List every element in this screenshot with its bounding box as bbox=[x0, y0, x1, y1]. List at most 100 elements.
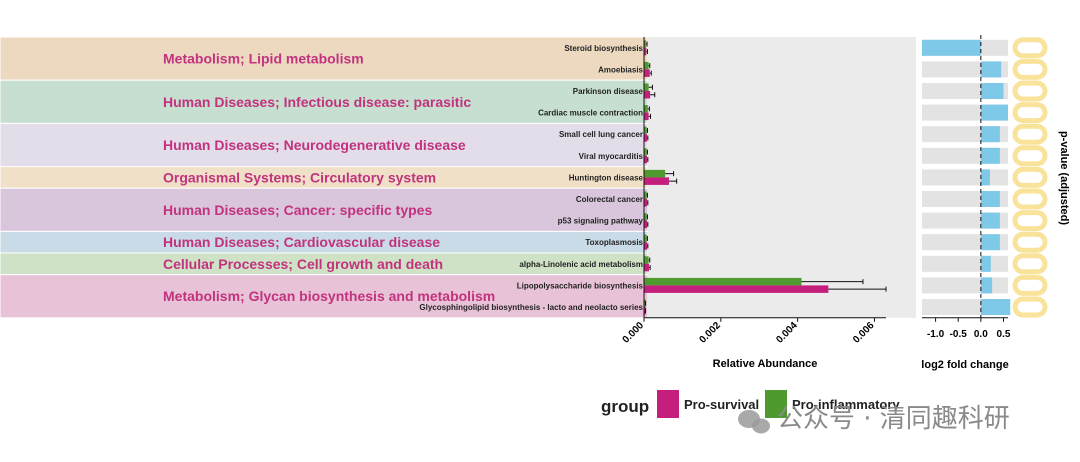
pathway-label: Amoebiasis bbox=[598, 65, 643, 74]
category-band bbox=[0, 36, 649, 81]
pvalue-panel: p-value (adjusted) bbox=[1012, 37, 1070, 318]
legend-swatch bbox=[765, 390, 787, 418]
category-band bbox=[0, 274, 649, 319]
pathway-label: Small cell lung cancer bbox=[559, 130, 643, 139]
pvalue-label: p-value (adjusted) bbox=[1058, 131, 1070, 225]
pathway-label: Glycosphingolipid biosynthesis - lacto a… bbox=[419, 303, 643, 312]
category-label: Human Diseases; Cancer: specific types bbox=[163, 202, 432, 218]
category-label: Organismal Systems; Circulatory system bbox=[163, 169, 436, 185]
fold-change-bar bbox=[980, 104, 1008, 121]
pathway-label: alpha-Linolenic acid metabolism bbox=[519, 260, 643, 269]
pathway-label: Toxoplasmosis bbox=[585, 238, 643, 247]
abundance-bar bbox=[644, 61, 649, 70]
abundance-bar bbox=[644, 134, 648, 142]
fold-change-bar bbox=[922, 39, 981, 56]
fold-change-bg bbox=[922, 277, 1008, 294]
legend-title: group bbox=[601, 397, 649, 416]
abundance-tick-label: 0.006 bbox=[851, 320, 877, 346]
abundance-background bbox=[648, 37, 916, 318]
abundance-bar bbox=[644, 112, 649, 121]
pvalue-marker bbox=[1012, 145, 1048, 167]
pvalue-marker bbox=[1012, 253, 1048, 275]
abundance-bar bbox=[644, 105, 648, 113]
fold-change-bar bbox=[980, 277, 993, 294]
pvalue-marker bbox=[1012, 37, 1048, 59]
fold-change-bar bbox=[980, 169, 990, 186]
pathway-label: Lipopolysaccharide biosynthesis bbox=[517, 281, 644, 290]
abundance-bar bbox=[644, 199, 648, 207]
legend-label: Pro-survival bbox=[684, 397, 759, 412]
fold-change-bg bbox=[922, 255, 1008, 272]
abundance-bar bbox=[644, 299, 646, 307]
pvalue-marker bbox=[1012, 274, 1048, 296]
category-label: Metabolism; Glycan biosynthesis and meta… bbox=[163, 288, 495, 304]
pvalue-marker bbox=[1012, 80, 1048, 102]
pvalue-marker bbox=[1012, 102, 1048, 124]
abundance-axis-title: Relative Abundance bbox=[713, 358, 818, 370]
abundance-bar bbox=[644, 220, 648, 229]
abundance-tick-label: 0.004 bbox=[774, 320, 800, 346]
category-label: Human Diseases; Cardiovascular disease bbox=[163, 234, 440, 250]
fold-change-bg bbox=[922, 169, 1008, 186]
fold-change-bar bbox=[980, 255, 991, 272]
fold-change-bar bbox=[980, 147, 1000, 164]
abundance-tick-label: 0.000 bbox=[621, 320, 647, 346]
wechat-bubble bbox=[752, 418, 770, 434]
fold-change-bar bbox=[980, 83, 1004, 99]
abundance-bar bbox=[644, 83, 649, 91]
abundance-bar bbox=[644, 256, 649, 264]
abundance-bar bbox=[644, 277, 802, 286]
abundance-bar bbox=[644, 285, 829, 293]
abundance-bar bbox=[644, 191, 647, 199]
category-band bbox=[0, 79, 649, 124]
abundance-bar bbox=[644, 213, 647, 221]
category-label: Human Diseases; Infectious disease: para… bbox=[163, 94, 471, 110]
category-label: Human Diseases; Neurodegenerative diseas… bbox=[163, 137, 466, 153]
fold-change-axis-title: log2 fold change bbox=[921, 359, 1008, 371]
wechat-icon bbox=[738, 410, 770, 434]
abundance-bar bbox=[644, 263, 649, 272]
abundance-bar bbox=[644, 47, 647, 56]
fold-change-bar bbox=[980, 126, 1000, 143]
fold-change-bar bbox=[980, 234, 1000, 251]
pathway-label: Cardiac muscle contraction bbox=[538, 109, 643, 118]
abundance-bar bbox=[644, 169, 666, 178]
pathway-label: Viral myocarditis bbox=[579, 152, 644, 161]
pathway-label: Colorectal cancer bbox=[576, 195, 643, 204]
fold-change-panel: -1.0 -0.5 0.0 0.5 log2 fold change bbox=[921, 35, 1011, 371]
fold-change-tick-label: -1.0 bbox=[927, 329, 945, 340]
abundance-tick-label: 0.002 bbox=[697, 320, 723, 346]
legend: group Pro-survival Pro-inflammatory bbox=[601, 390, 900, 418]
pathway-label: p53 signaling pathway bbox=[558, 217, 644, 226]
legend-swatch bbox=[657, 390, 679, 418]
legend-label: Pro-inflammatory bbox=[792, 397, 900, 412]
category-label: Metabolism; Lipid metabolism bbox=[163, 51, 364, 67]
abundance-bar bbox=[644, 307, 646, 315]
pvalue-marker bbox=[1012, 210, 1048, 232]
watermark: 公众号 · 清同趣科研 bbox=[738, 404, 1010, 434]
category-label: Cellular Processes; Cell growth and deat… bbox=[163, 256, 443, 272]
abundance-bar bbox=[644, 91, 651, 99]
pathway-label: Parkinson disease bbox=[573, 87, 644, 96]
watermark-text: 公众号 · 清同趣科研 bbox=[777, 404, 1010, 434]
abundance-bar bbox=[644, 69, 650, 77]
abundance-bar bbox=[644, 148, 647, 156]
pvalue-marker bbox=[1012, 188, 1048, 210]
abundance-panel: Steroid biosynthesis Amoebiasis Parkinson … bbox=[419, 37, 916, 370]
abundance-bar bbox=[644, 234, 647, 243]
fold-change-tick-label: 0.5 bbox=[997, 329, 1011, 340]
abundance-bar bbox=[644, 242, 648, 250]
abundance-bar bbox=[644, 177, 669, 185]
fold-change-bar bbox=[980, 61, 1002, 78]
abundance-bar bbox=[644, 126, 647, 135]
category-band bbox=[0, 187, 649, 232]
pathway-label: Huntington disease bbox=[569, 173, 644, 182]
pvalue-marker bbox=[1012, 166, 1048, 188]
abundance-bar bbox=[644, 155, 648, 164]
fold-change-bar bbox=[980, 212, 1000, 229]
pvalue-marker bbox=[1012, 231, 1048, 253]
fold-change-bar bbox=[980, 299, 1011, 315]
category-bands: Metabolism; Lipid metabolism Human Diseas… bbox=[0, 36, 649, 319]
fold-change-bar bbox=[980, 191, 1000, 207]
